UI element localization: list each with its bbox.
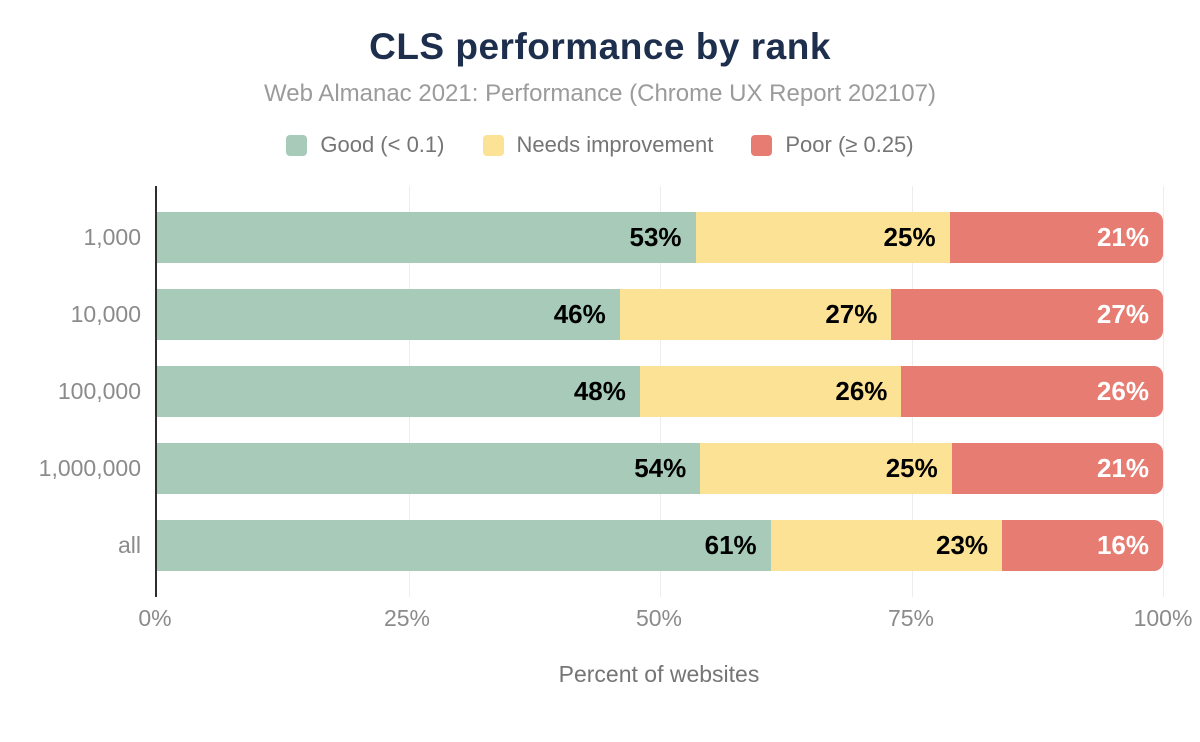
x-axis-tick: 75% — [887, 605, 935, 631]
x-axis-tick: 100% — [1133, 605, 1193, 631]
legend-item-needs-improvement: Needs improvement — [482, 132, 714, 158]
bar-value-label: 48% — [573, 376, 626, 406]
legend-swatch-needs-improvement-icon — [482, 134, 504, 156]
bar-segment-poor: 21% — [949, 212, 1163, 263]
legend-swatch-poor-icon — [751, 134, 773, 156]
bar-value-label: 26% — [1096, 376, 1149, 406]
y-axis-label: 10,000 — [70, 301, 141, 327]
y-axis-labels: 1,000 10,000 100,000 1,000,000 all — [0, 186, 155, 597]
bar-value-label: 27% — [825, 299, 878, 329]
bar-value-label: 26% — [835, 376, 888, 406]
x-axis-tick: 0% — [138, 605, 172, 631]
bar-value-label: 21% — [1096, 222, 1149, 252]
bar-row: 54% 25% 21% — [157, 443, 1163, 494]
bar-row: 53% 25% 21% — [157, 212, 1163, 263]
bar-segment-poor: 26% — [901, 366, 1163, 417]
bar-segment-needs-improvement: 25% — [700, 443, 952, 494]
x-axis-tick: 25% — [383, 605, 431, 631]
stacked-bar-chart: 1,000 10,000 100,000 1,000,000 all 53% 25% 21%… — [0, 186, 1164, 597]
y-axis-label: 100,000 — [57, 378, 141, 404]
bar-segment-poor: 27% — [891, 289, 1163, 340]
x-axis-title: Percent of websites — [558, 661, 760, 687]
bar-segment-needs-improvement: 26% — [639, 366, 902, 417]
bar-segment-needs-improvement: 27% — [619, 289, 892, 340]
bar-value-label: 25% — [883, 222, 936, 252]
bar-value-label: 46% — [553, 299, 606, 329]
page-subtitle: Web Almanac 2021: Performance (Chrome UX… — [264, 80, 936, 107]
bar-row: 61% 23% 16% — [157, 520, 1163, 571]
bar-segment-good: 61% — [157, 520, 771, 571]
bar-value-label: 53% — [629, 222, 682, 252]
bar-value-label: 54% — [634, 453, 687, 483]
bar-value-label: 61% — [704, 530, 757, 560]
bar-segment-good: 48% — [157, 366, 640, 417]
bar-value-label: 16% — [1096, 530, 1149, 560]
bar-segment-good: 54% — [157, 443, 701, 494]
y-axis-label: all — [117, 532, 141, 558]
page-title: CLS performance by rank — [369, 26, 831, 67]
x-axis-ticks: 0% 25% 50% 75% 100% — [138, 605, 1192, 633]
bar-segment-good: 46% — [157, 289, 620, 340]
bar-value-label: 27% — [1096, 299, 1149, 329]
y-axis-label: 1,000,000 — [38, 455, 141, 481]
plot-area: 53% 25% 21% 46% 27% 27% 48% 26% 26% 54% 25% 21% 61% 2… — [155, 186, 1164, 597]
legend-item-good: Good (< 0.1) — [286, 132, 445, 158]
y-axis-label: 1,000 — [83, 224, 141, 250]
bar-segment-poor: 16% — [1002, 520, 1163, 571]
bar-segment-good: 53% — [157, 212, 696, 263]
bar-value-label: 23% — [935, 530, 989, 560]
legend-item-poor: Poor (≥ 0.25) — [751, 132, 914, 158]
bar-value-label: 25% — [885, 453, 938, 483]
x-axis-tick: 50% — [635, 605, 683, 631]
legend-item-label: Needs improvement — [516, 132, 714, 157]
bar-segment-needs-improvement: 23% — [770, 520, 1003, 571]
bar-row: 48% 26% 26% — [157, 366, 1163, 417]
bar-value-label: 21% — [1096, 453, 1149, 483]
legend-item-label: Good (< 0.1) — [320, 132, 445, 157]
legend-swatch-good-icon — [286, 134, 308, 156]
bar-segment-needs-improvement: 25% — [695, 212, 950, 263]
legend: Good (< 0.1) Needs improvement Poor (≥ 0… — [0, 132, 1200, 158]
bar-segment-poor: 21% — [951, 443, 1163, 494]
gridline — [1163, 186, 1164, 597]
bar-row: 46% 27% 27% — [157, 289, 1163, 340]
legend-item-label: Poor (≥ 0.25) — [785, 132, 914, 157]
